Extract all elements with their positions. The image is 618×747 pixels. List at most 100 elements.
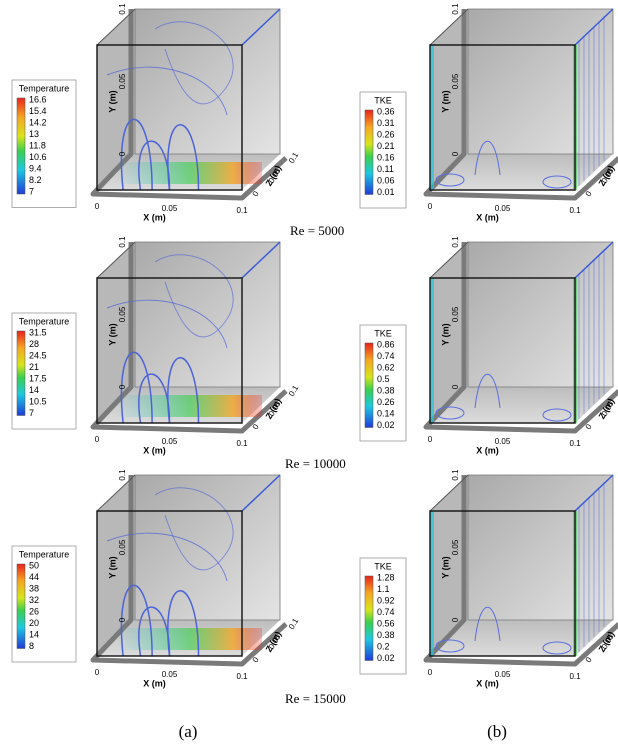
x-tick-label: 0.05 <box>162 204 178 213</box>
y-tick-label: 0.05 <box>118 539 127 555</box>
edge <box>574 8 614 46</box>
y-tick-label: 0.05 <box>451 73 460 89</box>
contour <box>120 351 153 424</box>
contour <box>435 406 465 420</box>
x-axis-label: X (m) <box>476 445 499 455</box>
legend-level: 0.14 <box>377 408 395 418</box>
back-wall <box>468 242 613 387</box>
contour <box>542 641 572 655</box>
contour <box>120 584 153 657</box>
x-tick-label: 0 <box>95 202 100 211</box>
back-wall <box>468 475 613 620</box>
contour <box>435 639 465 653</box>
back-frame <box>467 8 614 155</box>
contour <box>474 607 501 642</box>
y-tick-label: 0.1 <box>451 469 460 481</box>
contour <box>106 66 228 116</box>
legend-level: 7 <box>29 186 34 196</box>
legend-level: 21 <box>29 362 39 372</box>
y-tick-label: 0 <box>118 151 127 156</box>
contour <box>474 141 501 176</box>
x-tick-label: 0 <box>95 668 100 677</box>
legend-title: Temperature <box>19 83 70 93</box>
contour <box>106 299 228 349</box>
contour <box>138 373 171 424</box>
legend-level: 0.74 <box>377 351 395 361</box>
legend-title: Temperature <box>19 316 70 326</box>
contour <box>120 118 153 191</box>
floor <box>430 154 613 190</box>
x-tick-label: 0.1 <box>236 672 248 681</box>
cube-plot: 00.050.100.050.100.050.1X (m)Y (m)Z (m) <box>423 469 618 688</box>
x-tick-label: 0.1 <box>236 439 248 448</box>
legend-level: 11.8 <box>29 140 46 150</box>
y-tick-label: 0.05 <box>118 73 127 89</box>
y-axis-label: Y (m) <box>107 323 117 345</box>
y-axis-label: Y (m) <box>440 323 450 345</box>
z-axis-label: Z (m) <box>264 397 284 421</box>
x-tick-label: 0 <box>95 435 100 444</box>
x-tick-label: 0.05 <box>495 670 511 679</box>
y-tick-label: 0.1 <box>451 236 460 248</box>
legend-level: 0.06 <box>377 175 395 185</box>
x-tick-label: 0 <box>428 435 433 444</box>
x-axis-label: X (m) <box>476 678 499 688</box>
re-label: Re = 10000 <box>285 456 346 471</box>
back-wall <box>468 9 613 154</box>
legend-level: 8 <box>29 641 34 651</box>
legend-level: 0.36 <box>377 106 395 116</box>
left-wall <box>97 475 135 656</box>
floor <box>430 620 613 656</box>
legend-level: 0.21 <box>377 141 395 151</box>
z-tick-label: 0 <box>251 422 261 431</box>
x-axis-label: X (m) <box>143 678 166 688</box>
y-tick-label: 0 <box>451 384 460 389</box>
front-frame <box>429 510 576 657</box>
edge <box>429 241 469 279</box>
z-tick-label: 0.1 <box>287 616 301 631</box>
color-bar <box>364 109 374 195</box>
x-tick-label: 0.1 <box>569 439 581 448</box>
edge <box>241 241 281 279</box>
contour <box>154 487 234 571</box>
left-wall <box>430 9 468 190</box>
legend-level: 14 <box>29 385 39 395</box>
edge <box>429 474 469 512</box>
contour <box>154 254 234 338</box>
z-tick-label: 0 <box>251 189 261 198</box>
back-frame <box>134 8 281 155</box>
back-wall <box>135 9 280 154</box>
legend-level: 14.2 <box>29 117 47 127</box>
back-frame <box>134 241 281 388</box>
legend-level: 32 <box>29 595 39 605</box>
y-tick-label: 0 <box>118 384 127 389</box>
left-wall <box>97 9 135 190</box>
legend-level: 0.92 <box>377 595 395 605</box>
x-tick-label: 0.05 <box>495 204 511 213</box>
z-axis-label: Z (m) <box>264 630 284 654</box>
left-wall <box>97 242 135 423</box>
legend-level: 0.74 <box>377 607 395 617</box>
left-wall <box>430 475 468 656</box>
color-bar <box>364 342 374 428</box>
z-tick-label: 0 <box>251 655 261 664</box>
x-axis-label: X (m) <box>143 212 166 222</box>
x-tick-label: 0.05 <box>162 670 178 679</box>
contour <box>542 408 572 422</box>
legend-level: 17.5 <box>29 373 47 383</box>
legend-level: 14 <box>29 629 39 639</box>
y-tick-label: 0.1 <box>118 469 127 481</box>
contour <box>542 175 572 189</box>
back-frame <box>134 474 281 621</box>
y-tick-label: 0.05 <box>451 539 460 555</box>
y-tick-label: 0 <box>451 151 460 156</box>
caption: (a) <box>179 722 198 741</box>
front-frame <box>96 510 243 657</box>
legend-level: 0.31 <box>377 118 395 128</box>
contour <box>138 140 171 191</box>
legend-level: 38 <box>29 583 39 593</box>
cube-plot: 00.050.100.050.100.050.1X (m)Y (m)Z (m) <box>423 3 618 222</box>
